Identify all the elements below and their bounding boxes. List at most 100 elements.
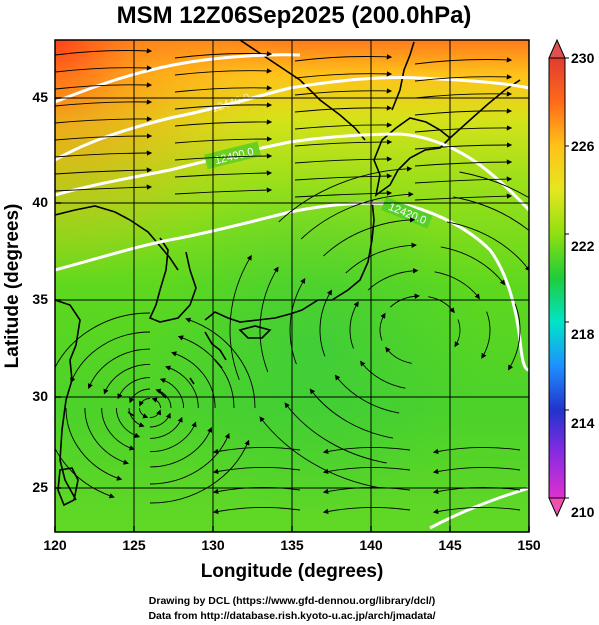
streamline: [294, 105, 393, 113]
x-tick-label: 145: [438, 537, 462, 553]
streamline: [322, 446, 411, 455]
colorbar-bottom-arrow: [548, 497, 566, 518]
streamline: [349, 301, 359, 349]
streamline: [129, 388, 151, 404]
streamline: [70, 331, 151, 384]
streamline: [174, 153, 273, 161]
streamline: [159, 378, 185, 409]
streamline: [174, 187, 273, 195]
x-tick-label: 125: [122, 537, 146, 553]
colorbar-tick: 222: [571, 238, 595, 254]
x-tick-label: 135: [280, 537, 304, 553]
streamline: [319, 289, 333, 357]
streamline: [432, 506, 521, 515]
streamline: [149, 412, 171, 428]
streamline: [440, 246, 506, 286]
streamline: [345, 242, 417, 274]
x-tick-label: 140: [359, 537, 383, 553]
streamline: [174, 68, 273, 76]
streamline: [174, 102, 273, 110]
streamline: [103, 363, 151, 395]
colorbar-gradient: [548, 57, 566, 499]
y-axis-label: Latitude (degrees): [2, 204, 23, 369]
streamline: [174, 51, 273, 59]
streamline: [294, 173, 393, 181]
streamline: [149, 421, 197, 453]
streamline: [151, 397, 161, 409]
streamline: [294, 71, 393, 79]
streamline: [446, 221, 529, 272]
streamline: [385, 346, 412, 364]
streamline: [414, 176, 513, 184]
streamline: [359, 360, 406, 389]
streamline: [294, 88, 393, 96]
streamline: [294, 190, 393, 198]
streamline: [309, 388, 394, 439]
credit-line-1: Drawing by DCL (https://www.gfd-dennou.o…: [149, 595, 435, 607]
streamline: [389, 293, 421, 308]
colorbar-tick: 210: [571, 504, 595, 520]
y-axis: 25 30 35 40 45 Latitude (degrees): [2, 89, 61, 495]
colorbar-tick: 214: [571, 415, 595, 431]
streamline: [149, 439, 250, 504]
colorbar: 210 214 218 222 226 230: [548, 38, 595, 520]
streamline: [117, 377, 151, 400]
credit-line-2: Data from http://database.rish.kyoto-u.a…: [148, 610, 435, 622]
streamline: [294, 139, 393, 147]
streamline: [139, 407, 149, 419]
streamline: [101, 407, 135, 451]
streamline: [185, 317, 256, 409]
streamline: [149, 409, 162, 418]
streamline: [171, 351, 216, 409]
streamline: [507, 303, 521, 371]
streamline: [128, 407, 145, 428]
streamline: [55, 150, 153, 158]
streamline: [65, 407, 123, 481]
streamline: [414, 91, 513, 99]
streamline: [55, 312, 151, 377]
colorbar-tick: 226: [571, 138, 595, 154]
streamline: [174, 136, 273, 144]
streamline: [165, 365, 199, 409]
streamline: [55, 167, 153, 175]
streamline: [55, 116, 153, 124]
colorbar-tick: 230: [571, 50, 595, 66]
streamline: [174, 170, 273, 178]
streamline: [84, 407, 129, 465]
streamline: [379, 312, 386, 341]
streamline: [289, 277, 306, 365]
streamline: [149, 426, 213, 468]
x-axis-label: Longitude (degrees): [201, 561, 384, 582]
y-tick-label: 25: [32, 479, 48, 495]
streamline: [414, 108, 513, 116]
streamline: [55, 48, 153, 56]
streamline: [459, 171, 529, 199]
streamline: [323, 217, 416, 257]
streamline: [334, 374, 400, 414]
streamline: [294, 54, 393, 62]
streamline: [174, 85, 273, 93]
streamline: [138, 398, 151, 407]
y-tick-label: 35: [32, 291, 48, 307]
streamline: [149, 432, 230, 485]
streamline: [432, 466, 521, 475]
x-tick-label: 150: [517, 537, 541, 553]
streamline: [55, 447, 115, 499]
streamline: [414, 74, 513, 82]
streamline: [55, 82, 153, 90]
streamline: [284, 402, 387, 464]
x-tick-label: 120: [43, 537, 67, 553]
streamline: [55, 99, 153, 107]
streamline: [322, 466, 411, 475]
colorbar-top-arrow: [548, 38, 566, 59]
streamline: [414, 159, 513, 167]
streamline: [55, 65, 153, 73]
streamline: [300, 191, 414, 240]
chart-title: MSM 12Z06Sep2025 (200.0hPa): [117, 2, 472, 29]
plot-area: 12400.0 12420.0 12440.0: [55, 40, 529, 532]
streamline: [414, 125, 513, 133]
wind-streamlines: [55, 48, 529, 515]
streamline: [453, 196, 529, 232]
y-tick-label: 40: [32, 194, 48, 210]
